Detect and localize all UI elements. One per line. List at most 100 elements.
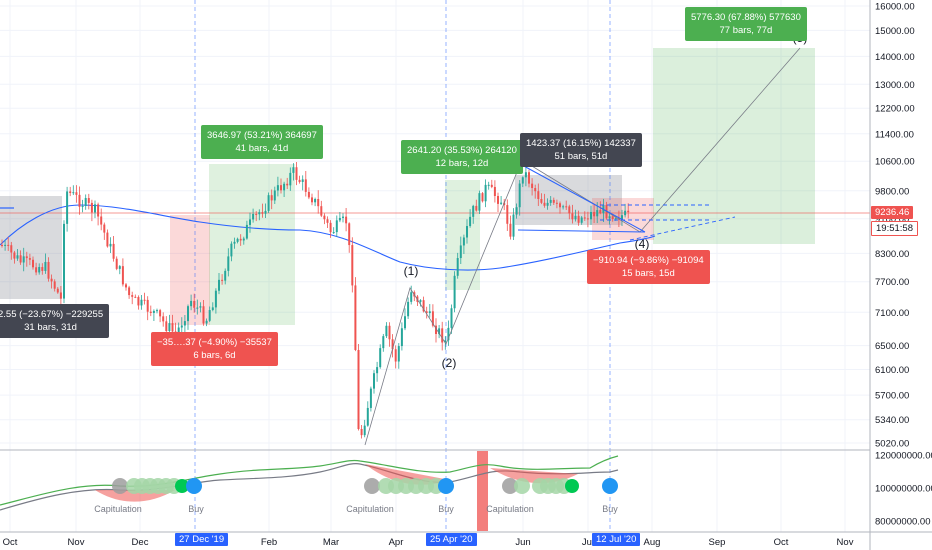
candle-body — [16, 255, 19, 259]
candle-body — [549, 199, 552, 203]
measure-zone-apr — [445, 180, 480, 290]
candle-body — [385, 325, 388, 337]
candle-body — [537, 191, 540, 200]
candle-body — [422, 300, 425, 312]
candle-body — [273, 190, 276, 201]
candle-body — [580, 217, 583, 223]
indicator-label: Capitulation — [346, 504, 394, 514]
candle-body — [227, 256, 230, 271]
time-axis[interactable]: Oct Nov Dec Feb Mar Apr Jun Jul Aug Sep Oct Nov — [3, 537, 854, 548]
measure-box-7: 5776.30 (67.88%) 577630 77 bars, 77d — [685, 7, 807, 41]
candle-body — [13, 252, 16, 259]
candle-body — [50, 278, 53, 282]
candle-body — [419, 300, 422, 302]
candle-body — [90, 202, 93, 213]
candle-body — [357, 349, 360, 430]
candle-body — [338, 217, 341, 221]
candle-body — [289, 172, 292, 186]
candle-body — [335, 220, 338, 233]
measure-box-1: 2.55 (−23.67%) −229255 31 bars, 31d — [0, 304, 110, 338]
candle-body — [379, 348, 382, 368]
candle-body — [255, 213, 258, 215]
measure-box-4-line1: 2641.20 (35.53%) 264120 — [407, 145, 517, 156]
time-tick-label: Aug — [644, 537, 661, 548]
price-tick-label: 5340.00 — [875, 415, 909, 426]
candle-body — [125, 284, 127, 288]
indicator-axis[interactable]: 120000000.00 100000000.00 80000000.00 — [875, 451, 932, 528]
time-tick-label: Jun — [515, 537, 530, 548]
candle-body — [298, 179, 301, 182]
candle-body — [608, 216, 611, 219]
candle-body — [574, 215, 577, 220]
time-tick-label: Feb — [261, 537, 277, 548]
candle-body — [208, 310, 211, 321]
candle-body — [159, 310, 162, 317]
candle-body — [462, 237, 465, 246]
candle-body — [292, 167, 295, 173]
candle-body — [121, 266, 124, 285]
candle-body — [466, 226, 468, 238]
candle-body — [515, 207, 518, 215]
time-tick-label: Jul — [582, 537, 594, 548]
candle-body — [497, 196, 499, 204]
candle-body — [245, 224, 248, 239]
candle-body — [326, 219, 329, 223]
wave-label: (2) — [442, 356, 457, 370]
candle-body — [236, 238, 239, 242]
candle-body — [376, 367, 379, 374]
price-tick-label: 14000.00 — [875, 52, 915, 63]
price-axis[interactable]: 16000.00 15000.00 14000.00 13000.00 12200.00… — [875, 2, 915, 450]
candle-body — [351, 245, 354, 286]
candle-body — [168, 323, 171, 331]
price-tick-label: 11400.00 — [875, 129, 914, 140]
candle-body — [506, 205, 509, 224]
measure-box-1-line1: 2.55 (−23.67%) −229255 — [0, 309, 104, 320]
indicator-label: Buy — [438, 504, 454, 514]
candle-body — [596, 210, 599, 217]
candle-body — [72, 192, 75, 194]
candle-body — [478, 193, 481, 211]
price-tick-label: 16000.00 — [875, 2, 915, 13]
time-tick-label: Nov — [68, 537, 85, 548]
candle-body — [528, 172, 530, 184]
candle-body — [137, 297, 140, 306]
candle-body — [286, 183, 289, 186]
signal-dot — [502, 478, 518, 494]
candle-body — [140, 299, 143, 306]
candle-body — [586, 218, 589, 220]
candle-body — [221, 279, 224, 281]
candle-body — [149, 311, 152, 313]
candles — [1, 162, 630, 439]
candle-body — [56, 288, 59, 293]
triangle-upper — [521, 164, 646, 233]
candle-body — [565, 206, 568, 208]
measure-box-5: 1423.37 (16.15%) 142337 51 bars, 51d — [520, 133, 642, 167]
candle-body — [4, 244, 7, 246]
candle-body — [410, 292, 413, 302]
wave-label: (1) — [404, 264, 419, 278]
candle-body — [193, 300, 196, 308]
candle-body — [593, 211, 596, 217]
candle-body — [534, 188, 537, 192]
candle-body — [407, 301, 410, 317]
triangle-bottom-dashed — [629, 216, 736, 241]
candle-body — [258, 212, 261, 215]
candle-body — [546, 202, 549, 206]
candle-body — [202, 306, 205, 324]
measure-box-5-line2: 51 bars, 51d — [554, 151, 608, 162]
signal-dot-strong — [175, 479, 189, 493]
candle-body — [317, 198, 320, 207]
candle-body — [87, 198, 90, 203]
candle-body — [10, 245, 13, 253]
candle-body — [428, 311, 431, 314]
candle-body — [400, 328, 403, 347]
candle-body — [444, 340, 447, 343]
candle-body — [109, 243, 112, 247]
candle-body — [81, 205, 84, 207]
time-tick-label: Oct — [3, 537, 18, 548]
signal-dot — [112, 478, 128, 494]
price-tick-label: 7100.00 — [875, 308, 909, 319]
candle-body — [41, 267, 44, 271]
candle-body — [7, 244, 10, 246]
